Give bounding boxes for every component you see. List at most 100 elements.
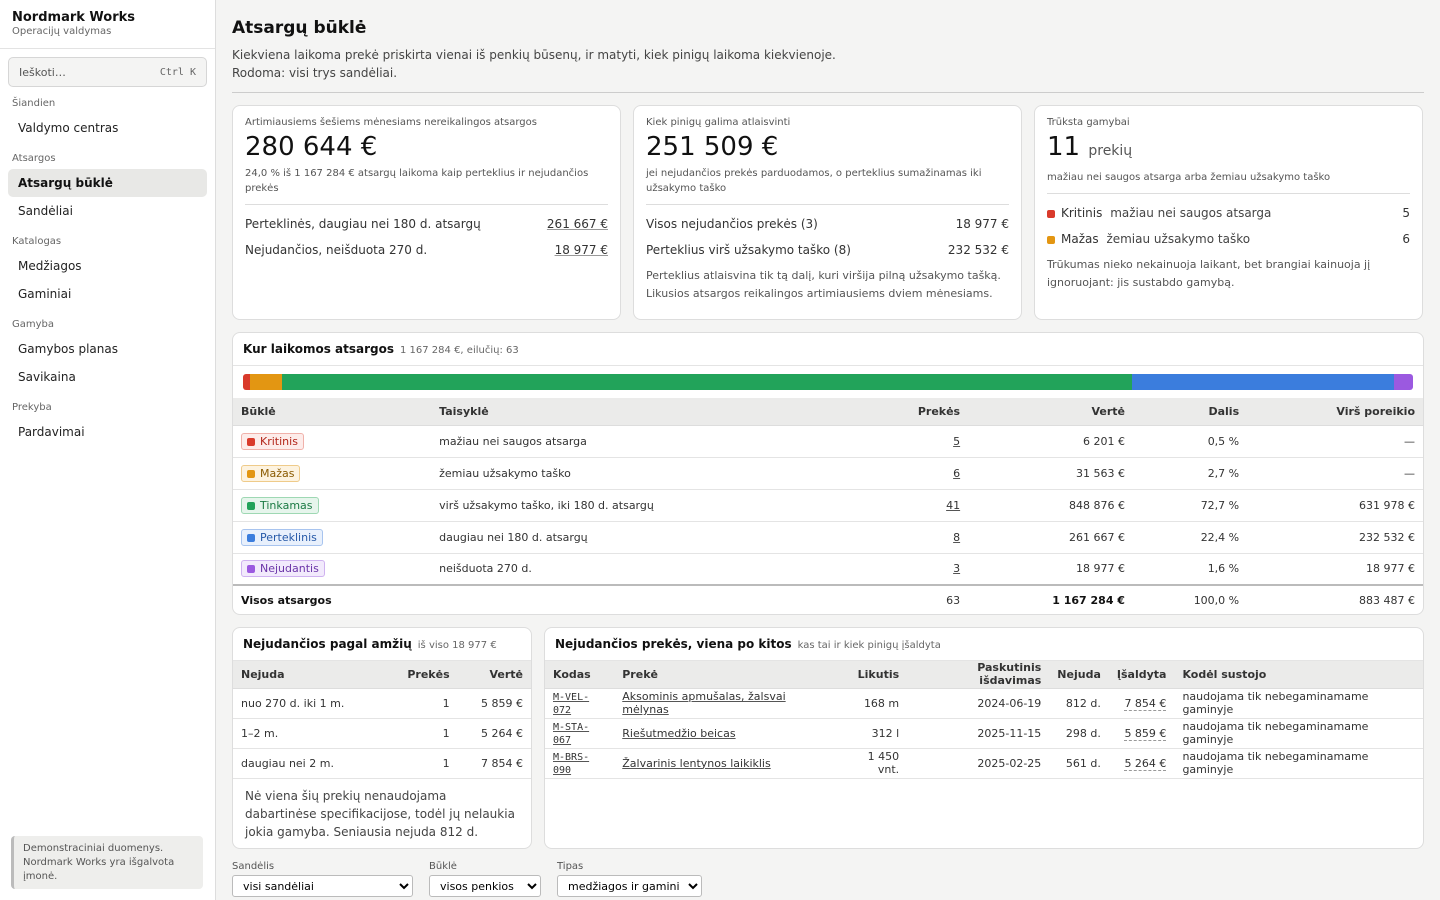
items-link[interactable]: 3 (953, 562, 961, 576)
sidebar-item[interactable]: Savikaina (18, 370, 76, 384)
age-range-cell: daugiau nei 2 m. (233, 748, 384, 779)
column-header: Prekės (859, 398, 969, 426)
column-header: Įšaldyta (1108, 661, 1175, 689)
filter-select[interactable]: medžiagos ir gaminiai (557, 875, 702, 897)
kpi-note: Perteklius atlaisvina tik tą dalį, kuri … (646, 269, 1001, 300)
filter-select[interactable]: visos penkios (429, 875, 541, 897)
items-cell: 41 (859, 489, 969, 522)
panel-subtitle: 1 167 284 €, eilučių: 63 (400, 345, 519, 356)
table-row: Kritinis mažiau nei saugos atsarga 5 6 201 … (233, 425, 1423, 458)
value-cell: 6 201 € (968, 425, 1133, 458)
total-label: Visos atsargos (241, 593, 332, 607)
filter-group: Tipas medžiagos ir gaminiai (557, 861, 702, 897)
share-cell: 2,7 % (1132, 457, 1248, 490)
age-range-cell: nuo 270 d. iki 1 m. (233, 688, 384, 719)
status-badge: Mažas (241, 464, 301, 482)
sidebar-item[interactable]: Sandėliai (18, 204, 73, 218)
idle-days-cell: 561 d. (1049, 748, 1109, 779)
sidebar-item[interactable]: Gamybos planas (18, 342, 118, 356)
status-cell: Kritinis (233, 425, 432, 458)
table-row: Perteklinis daugiau nei 180 d. atsargų 8 26… (233, 521, 1423, 554)
item-code-link[interactable]: M-STA-067 (553, 722, 590, 746)
share-cell: 0,5 % (1132, 425, 1248, 458)
kpi-card-unneeded: Artimiausiems šešiems mėnesiams nereikal… (232, 105, 621, 320)
table-row: M-STA-067 Riešutmedžio beicas 312 l 2025-11… (545, 718, 1423, 749)
kpi-number: 11 (1047, 132, 1081, 162)
kpi-row: Visos nejudančios prekės (3) 18 977 € (646, 217, 1009, 231)
status-cell: Nejudantis (233, 553, 432, 586)
items-link[interactable]: 5 (953, 434, 961, 448)
item-name-link[interactable]: Aksominis apmušalas, žalsvai mėlynas (622, 690, 786, 716)
item-code-link[interactable]: M-BRS-090 (553, 752, 590, 776)
items-link[interactable]: 41 (946, 498, 961, 512)
stock-share-segment (281, 374, 1133, 390)
status-dot-icon (1047, 209, 1055, 218)
brand-subtitle: Operacijų valdymas (12, 26, 112, 37)
code-cell: M-BRS-090 (545, 748, 615, 779)
filter-label: Tipas (557, 861, 584, 872)
sidebar-item[interactable]: Atsargų būklė (8, 169, 207, 197)
shortage-row: Mažas žemiau užsakymo taško 6 (1047, 232, 1410, 246)
total-empty (431, 585, 860, 614)
shortage-row-label: Mažas žemiau užsakymo taško (1047, 232, 1250, 246)
column-header: Likutis (835, 661, 908, 689)
kpi-row-value[interactable]: 18 977 € (554, 243, 608, 257)
column-header: Kodėl sustojo (1174, 661, 1423, 689)
stock-share-bar (243, 374, 1413, 390)
kpi-row-value: 232 532 € (947, 243, 1009, 257)
kpi-subtitle: 24,0 % iš 1 167 284 € atsargų laikoma ka… (245, 166, 608, 205)
status-badge: Tinkamas (241, 496, 319, 514)
kpi-subtitle: mažiau nei saugos atsarga arba žemiau už… (1047, 170, 1410, 194)
items-link[interactable]: 8 (953, 530, 961, 544)
filter-label: Būklė (429, 861, 457, 872)
sidebar-item[interactable]: Medžiagos (18, 259, 82, 273)
items-cell: 1 (383, 748, 458, 779)
search-placeholder: Ieškoti… (19, 65, 66, 79)
kpi-cards: Artimiausiems šešiems mėnesiams nereikal… (232, 105, 1424, 320)
item-code-link[interactable]: M-VEL-072 (553, 692, 590, 716)
rule-cell: neišduota 270 d. (431, 553, 860, 586)
item-name-link[interactable]: Riešutmedžio beicas (622, 726, 736, 740)
filter-label: Sandėlis (232, 861, 275, 872)
status-dot-icon (247, 533, 255, 542)
name-cell: Žalvarinis lentynos laikiklis (614, 748, 836, 779)
kpi-title: Kiek pinigų galima atlaisvinti (646, 117, 791, 128)
shortage-rows: Kritinis mažiau nei saugos atsarga 5 Mažas… (1047, 206, 1410, 246)
sidebar: Nordmark Works Operacijų valdymas Ieškot… (0, 0, 216, 900)
kpi-card-releasable: Kiek pinigų galima atlaisvinti 251 509 €… (633, 105, 1022, 320)
frozen-value[interactable]: 7 854 € (1124, 696, 1167, 711)
kpi-row: Perteklinės, daugiau nei 180 d. atsargų 2… (245, 217, 608, 231)
excess-cell: 232 532 € (1247, 521, 1423, 554)
idle-age-note: Nė viena šių prekių nenaudojama dabartin… (245, 788, 515, 839)
frozen-value[interactable]: 5 859 € (1124, 726, 1167, 741)
column-header: Nejuda (233, 661, 384, 689)
sidebar-item[interactable]: Valdymo centras (18, 121, 119, 135)
search-input[interactable]: Ieškoti… Ctrl K (8, 57, 207, 87)
status-badge: Kritinis (241, 432, 304, 450)
sidebar-item[interactable]: Pardavimai (18, 425, 85, 439)
value-cell: 31 563 € (968, 457, 1133, 490)
frozen-value[interactable]: 5 264 € (1124, 756, 1167, 771)
frozen-cell: 5 859 € (1108, 718, 1175, 749)
kpi-row-value[interactable]: 261 667 € (546, 217, 608, 231)
items-cell: 6 (859, 457, 969, 490)
total-items: 63 (946, 593, 961, 607)
status-table: Būklė Taisyklė Prekės Vertė Dalis Virš poreik… (233, 398, 1423, 614)
reason-cell: naudojama tik nebegaminamame gaminyje (1174, 748, 1423, 779)
status-label: Nejudantis (260, 562, 319, 576)
nav-section-label: Gamyba (12, 319, 55, 330)
stock-share-segment (250, 374, 282, 390)
status-label: Tinkamas (260, 498, 313, 512)
shortage-desc: žemiau užsakymo taško (1102, 232, 1251, 246)
panel-subtitle: kas tai ir kiek pinigų įšaldyta (797, 640, 941, 651)
table-row: daugiau nei 2 m. 1 7 854 € (233, 748, 531, 779)
status-badge: Nejudantis (241, 560, 325, 578)
item-name-link[interactable]: Žalvarinis lentynos laikiklis (622, 756, 771, 770)
items-link[interactable]: 6 (953, 466, 961, 480)
stock-share-segment (1394, 374, 1413, 390)
filter-select[interactable]: visi sandėliai (232, 875, 413, 897)
kpi-row-label: Perteklinės, daugiau nei 180 d. atsargų (245, 217, 481, 231)
idle-days-cell: 812 d. (1049, 688, 1109, 719)
last-issue-cell: 2025-02-25 (907, 748, 1050, 779)
sidebar-item[interactable]: Gaminiai (18, 287, 72, 301)
